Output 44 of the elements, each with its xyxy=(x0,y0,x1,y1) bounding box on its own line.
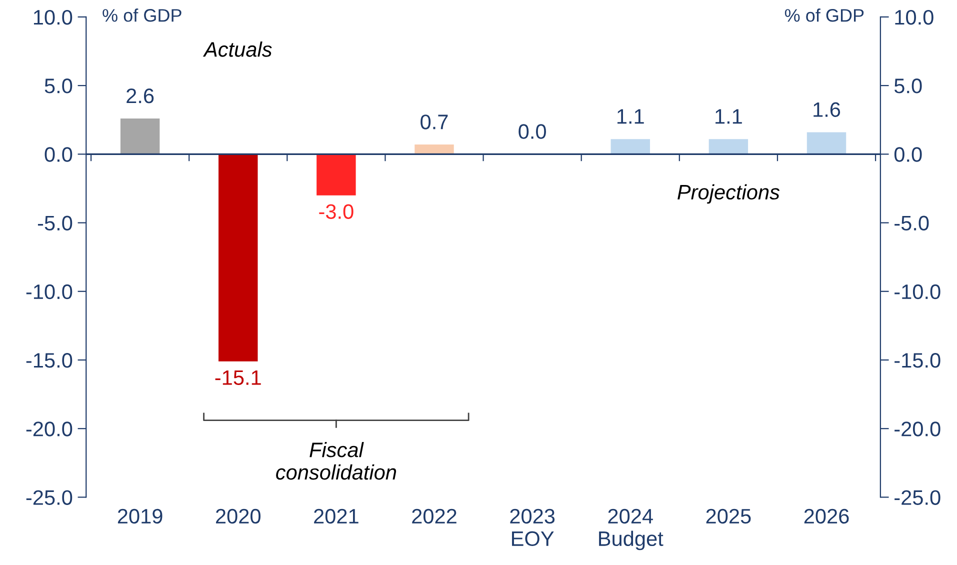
x-tick-label: 2024 Budget xyxy=(599,508,664,550)
y-tick-label: 10.0 xyxy=(34,10,72,25)
bar xyxy=(708,139,748,154)
y2-axis-title: % of GDP xyxy=(784,8,864,22)
y-tick-label: 0.0 xyxy=(44,147,72,162)
x-tick-label: 2025 xyxy=(706,508,751,524)
x-tick-label: 2020 xyxy=(216,508,260,524)
x-tick-label: 2026 xyxy=(804,508,849,524)
bar xyxy=(806,132,846,154)
y-tick-label: -15.0 xyxy=(26,352,72,368)
annotation: Projections xyxy=(678,184,780,204)
data-label: 0.7 xyxy=(420,114,448,130)
y2-tick-label: -5.0 xyxy=(894,216,929,231)
annotation: Fiscal consolidation xyxy=(276,442,396,480)
bar xyxy=(414,144,454,154)
y2-tick-label: -20.0 xyxy=(894,422,940,436)
y-axis-title: % of GDP xyxy=(102,8,182,22)
y2-tick-label: 5.0 xyxy=(894,78,922,94)
y2-tick-label: -10.0 xyxy=(894,284,940,300)
data-label: 0.0 xyxy=(518,124,546,139)
bar xyxy=(316,154,356,196)
y2-tick-label: -15.0 xyxy=(894,352,940,368)
data-label: 2.6 xyxy=(126,88,154,104)
data-label: -3.0 xyxy=(319,204,354,219)
y2-tick-label: 0.0 xyxy=(894,147,922,162)
y-tick-label: -25.0 xyxy=(26,490,72,505)
y-tick-label: 5.0 xyxy=(44,78,72,94)
data-label: -15.1 xyxy=(215,370,261,385)
y2-tick-label: -25.0 xyxy=(894,490,940,505)
x-tick-label: 2022 xyxy=(412,508,456,524)
y2-tick-label: 10.0 xyxy=(895,10,934,25)
annotation: Actuals xyxy=(202,42,272,57)
bar xyxy=(120,118,160,154)
y-tick-label: -5.0 xyxy=(38,216,72,231)
data-label: 1.1 xyxy=(716,109,742,124)
x-tick-label: 2021 xyxy=(314,508,358,524)
x-tick-label: 2023 EOY xyxy=(510,508,555,546)
data-label: 1.1 xyxy=(617,109,644,124)
x-tick-label: 2019 xyxy=(118,508,162,524)
data-label: 1.6 xyxy=(814,102,840,117)
y-tick-label: -10.0 xyxy=(26,284,72,300)
y-tick-label: -20.0 xyxy=(26,422,72,436)
bar xyxy=(218,154,258,362)
bar xyxy=(610,139,650,154)
